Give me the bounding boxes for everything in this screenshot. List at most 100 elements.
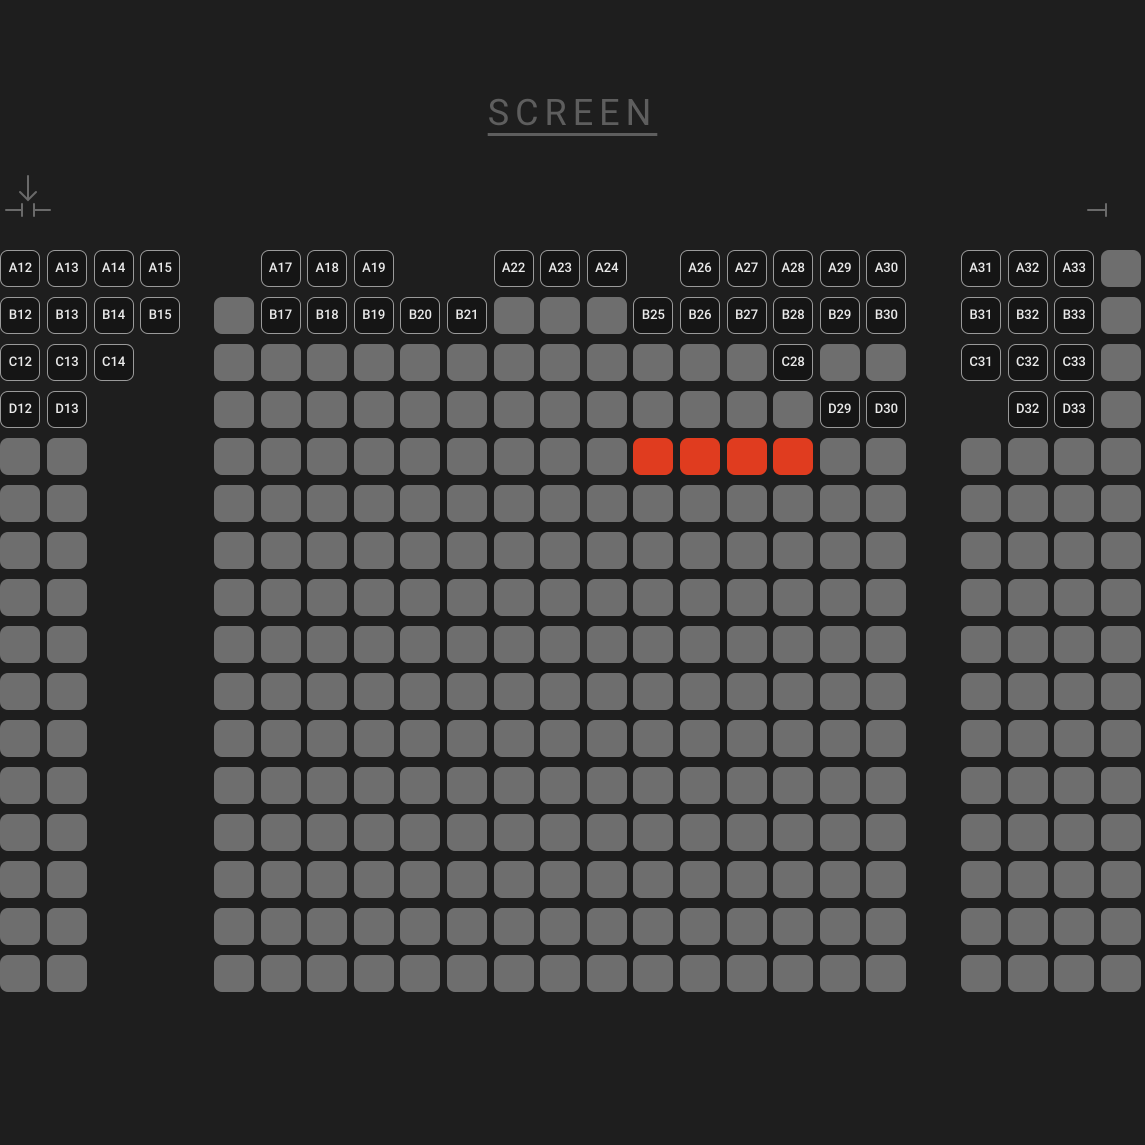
seat-N22: [494, 814, 534, 851]
seat-B32[interactable]: B32: [1008, 297, 1048, 334]
seat-A27[interactable]: A27: [727, 250, 767, 287]
seat-H29: [820, 579, 860, 616]
seat-D12[interactable]: D12: [0, 391, 40, 428]
seat-B24: [587, 297, 627, 334]
seat-B14[interactable]: B14: [94, 297, 134, 334]
seat-D33[interactable]: D33: [1054, 391, 1094, 428]
seat-K25: [633, 673, 673, 710]
seat-F32: [1008, 485, 1048, 522]
seat-M31: [961, 767, 1001, 804]
seat-B30[interactable]: B30: [866, 297, 906, 334]
seat-A30[interactable]: A30: [866, 250, 906, 287]
seat-A24[interactable]: A24: [587, 250, 627, 287]
seat-A23[interactable]: A23: [540, 250, 580, 287]
seat-B15[interactable]: B15: [140, 297, 180, 334]
seat-Q28: [773, 908, 813, 945]
seat-E29: [820, 438, 860, 475]
seat-J31: [961, 626, 1001, 663]
seat-K16: [214, 673, 254, 710]
seat-A29[interactable]: A29: [820, 250, 860, 287]
seat-Q12: [0, 908, 40, 945]
seat-C13[interactable]: C13: [47, 344, 87, 381]
seat-H16: [214, 579, 254, 616]
seat-F30: [866, 485, 906, 522]
seat-D30[interactable]: D30: [866, 391, 906, 428]
seat-B13[interactable]: B13: [47, 297, 87, 334]
seat-G12: [0, 532, 40, 569]
seat-H33: [1054, 579, 1094, 616]
seat-M19: [354, 767, 394, 804]
seat-C28[interactable]: C28: [773, 344, 813, 381]
seat-A14[interactable]: A14: [94, 250, 134, 287]
seat-L12: [0, 720, 40, 757]
seat-A18[interactable]: A18: [307, 250, 347, 287]
seat-E27[interactable]: [727, 438, 767, 475]
seat-P32: [1008, 861, 1048, 898]
seat-P30: [866, 861, 906, 898]
seat-L34: [1101, 720, 1141, 757]
seat-B31[interactable]: B31: [961, 297, 1001, 334]
seat-K27: [727, 673, 767, 710]
seat-E25[interactable]: [633, 438, 673, 475]
seat-B21[interactable]: B21: [447, 297, 487, 334]
seat-A26[interactable]: A26: [680, 250, 720, 287]
seat-C14[interactable]: C14: [94, 344, 134, 381]
seat-E26[interactable]: [680, 438, 720, 475]
seat-C31[interactable]: C31: [961, 344, 1001, 381]
seat-E28[interactable]: [773, 438, 813, 475]
seat-G16: [214, 532, 254, 569]
seat-A31[interactable]: A31: [961, 250, 1001, 287]
seat-D29[interactable]: D29: [820, 391, 860, 428]
seat-J29: [820, 626, 860, 663]
seat-C21: [447, 344, 487, 381]
seat-H32: [1008, 579, 1048, 616]
seat-D13[interactable]: D13: [47, 391, 87, 428]
seat-L27: [727, 720, 767, 757]
seat-A22[interactable]: A22: [494, 250, 534, 287]
seat-G28: [773, 532, 813, 569]
seat-H18: [307, 579, 347, 616]
seat-C12[interactable]: C12: [0, 344, 40, 381]
seat-B26[interactable]: B26: [680, 297, 720, 334]
seat-A28[interactable]: A28: [773, 250, 813, 287]
seat-F25: [633, 485, 673, 522]
seat-L21: [447, 720, 487, 757]
seat-F20: [400, 485, 440, 522]
seat-J34: [1101, 626, 1141, 663]
seat-B33[interactable]: B33: [1054, 297, 1094, 334]
seat-R28: [773, 955, 813, 992]
seat-B17[interactable]: B17: [261, 297, 301, 334]
seat-G34: [1101, 532, 1141, 569]
seat-F22: [494, 485, 534, 522]
seat-A33[interactable]: A33: [1054, 250, 1094, 287]
seat-L18: [307, 720, 347, 757]
seat-R27: [727, 955, 767, 992]
seat-J33: [1054, 626, 1094, 663]
seat-B27[interactable]: B27: [727, 297, 767, 334]
seat-Q23: [540, 908, 580, 945]
seat-B18[interactable]: B18: [307, 297, 347, 334]
seat-B20[interactable]: B20: [400, 297, 440, 334]
seat-A32[interactable]: A32: [1008, 250, 1048, 287]
seat-A13[interactable]: A13: [47, 250, 87, 287]
seat-C33[interactable]: C33: [1054, 344, 1094, 381]
seat-A17[interactable]: A17: [261, 250, 301, 287]
seat-R31: [961, 955, 1001, 992]
seat-C32[interactable]: C32: [1008, 344, 1048, 381]
seat-B19[interactable]: B19: [354, 297, 394, 334]
seat-F31: [961, 485, 1001, 522]
seat-B29[interactable]: B29: [820, 297, 860, 334]
seat-Q27: [727, 908, 767, 945]
seat-A12[interactable]: A12: [0, 250, 40, 287]
seat-P25: [633, 861, 673, 898]
seat-B28[interactable]: B28: [773, 297, 813, 334]
seat-B25[interactable]: B25: [633, 297, 673, 334]
seat-J17: [261, 626, 301, 663]
seat-P31: [961, 861, 1001, 898]
seat-B12[interactable]: B12: [0, 297, 40, 334]
seat-H12: [0, 579, 40, 616]
seat-D32[interactable]: D32: [1008, 391, 1048, 428]
seat-A19[interactable]: A19: [354, 250, 394, 287]
seat-A15[interactable]: A15: [140, 250, 180, 287]
seat-E12: [0, 438, 40, 475]
